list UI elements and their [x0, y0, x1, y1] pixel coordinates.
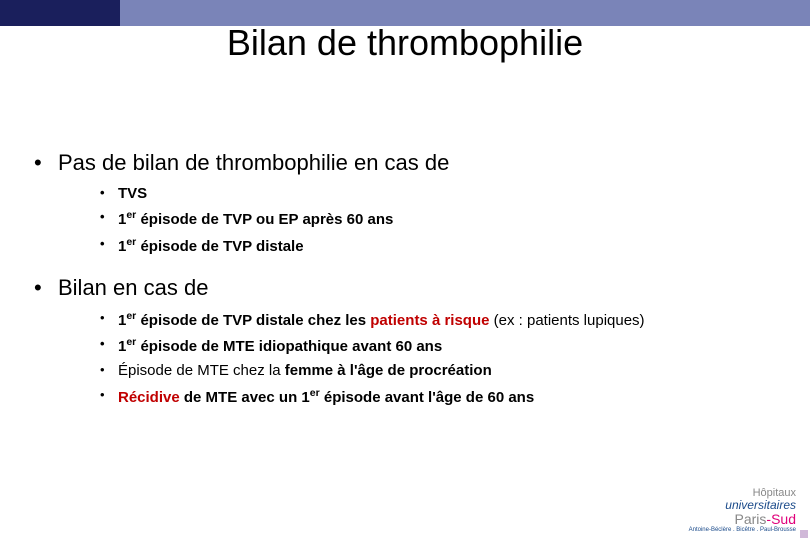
footer-line1: Hôpitaux universitaires	[689, 487, 796, 512]
list-item: • 1er épisode de MTE idiopathique avant …	[100, 335, 780, 357]
list-item-text: 1er épisode de MTE idiopathique avant 60…	[118, 335, 780, 357]
footer-line3: Antoine-Béclère . Bicêtre . Paul-Brousse	[689, 527, 796, 534]
list-item-text: 1er épisode de TVP distale	[118, 235, 780, 257]
list-item-text: Épisode de MTE chez la femme à l'âge de …	[118, 361, 780, 381]
list-item-text: 1er épisode de TVP distale chez les pati…	[118, 309, 780, 331]
footer-line2: Paris-Sud	[689, 512, 796, 527]
list-item: • Récidive de MTE avec un 1er épisode av…	[100, 386, 780, 408]
slide-title: Bilan de thrombophilie	[0, 22, 810, 64]
bullet-dot: •	[100, 309, 118, 331]
bullet-dot: •	[100, 335, 118, 357]
section1-heading-text: Pas de bilan de thrombophilie en cas de	[58, 150, 449, 176]
section2-heading: • Bilan en cas de	[30, 275, 780, 301]
list-item-text: 1er épisode de TVP ou EP après 60 ans	[118, 208, 780, 230]
footer-logo: Hôpitaux universitaires Paris-Sud Antoin…	[689, 487, 796, 534]
list-item: • 1er épisode de TVP distale	[100, 235, 780, 257]
bullet-dot: •	[100, 235, 118, 257]
list-item-text: TVS	[118, 184, 780, 204]
bullet-dot: •	[100, 361, 118, 381]
section2-heading-text: Bilan en cas de	[58, 275, 208, 301]
bullet-dot: •	[30, 275, 58, 301]
list-item-text: Récidive de MTE avec un 1er épisode avan…	[118, 386, 780, 408]
bullet-dot: •	[30, 150, 58, 176]
list-item: • TVS	[100, 184, 780, 204]
corner-square-icon	[800, 530, 808, 538]
list-item: • 1er épisode de TVP distale chez les pa…	[100, 309, 780, 331]
section1-heading: • Pas de bilan de thrombophilie en cas d…	[30, 150, 780, 176]
list-item: • Épisode de MTE chez la femme à l'âge d…	[100, 361, 780, 381]
list-item: • 1er épisode de TVP ou EP après 60 ans	[100, 208, 780, 230]
bullet-dot: •	[100, 184, 118, 204]
bullet-dot: •	[100, 208, 118, 230]
slide-content: • Pas de bilan de thrombophilie en cas d…	[30, 150, 780, 412]
bullet-dot: •	[100, 386, 118, 408]
